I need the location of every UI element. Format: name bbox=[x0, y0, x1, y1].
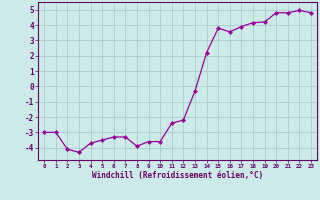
X-axis label: Windchill (Refroidissement éolien,°C): Windchill (Refroidissement éolien,°C) bbox=[92, 171, 263, 180]
